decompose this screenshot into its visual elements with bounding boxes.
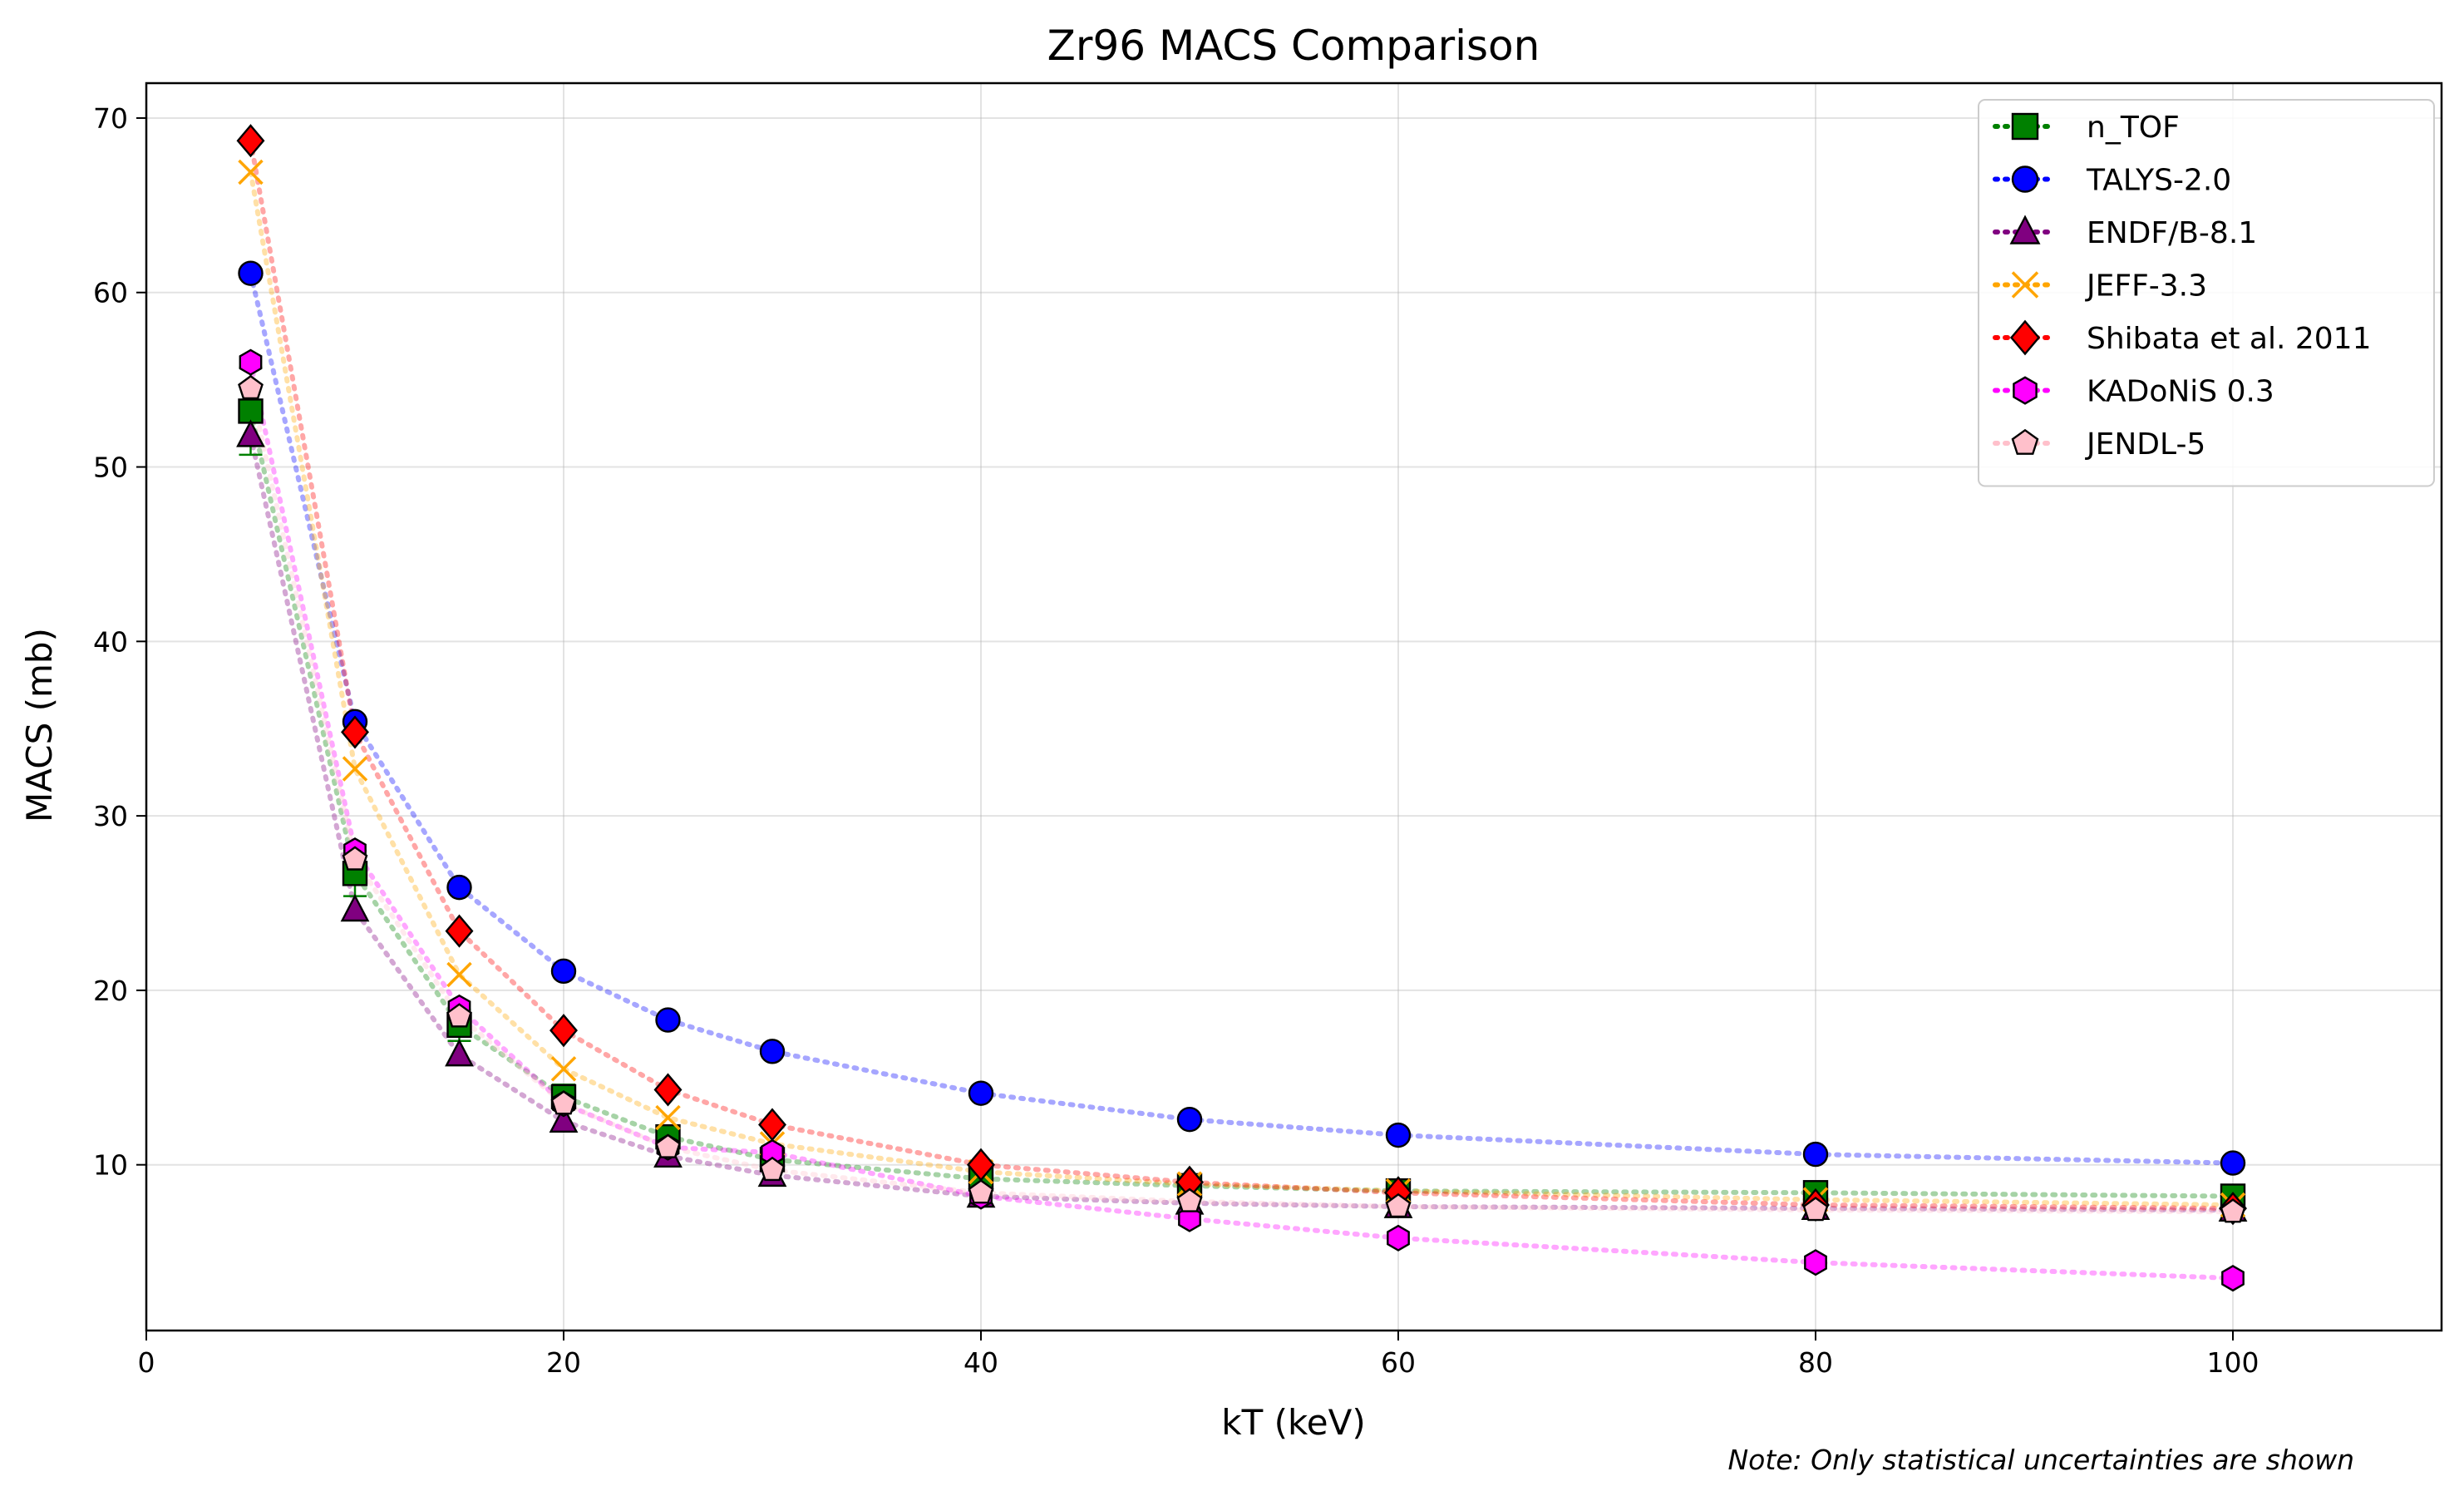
plot-frame xyxy=(145,81,2443,1332)
data-point xyxy=(1385,1192,1412,1218)
x-tick-label: 0 xyxy=(138,1346,155,1379)
data-point xyxy=(761,1138,784,1167)
data-point xyxy=(549,1104,579,1133)
data-point xyxy=(445,1039,474,1067)
note-text: Note: Only statistical uncertainties are… xyxy=(1727,1444,2354,1476)
data-point xyxy=(446,1003,472,1028)
chart-title: Zr96 MACS Comparison xyxy=(1047,22,1540,70)
data-point xyxy=(2221,1265,2245,1292)
legend-marker xyxy=(2009,319,2041,356)
x-tick-label: 80 xyxy=(1798,1346,1833,1379)
y-tick-label: 40 xyxy=(93,625,128,658)
data-point xyxy=(238,398,264,424)
y-axis-label: MACS (mb) xyxy=(19,628,60,822)
error-bars xyxy=(239,366,2245,1205)
legend-label: Shibata et al. 2011 xyxy=(2087,322,2371,356)
data-point xyxy=(236,419,265,447)
series-markers xyxy=(236,124,2248,1292)
data-point xyxy=(1176,1187,1203,1212)
data-point xyxy=(445,914,474,948)
x-tick-label: 100 xyxy=(2207,1346,2259,1379)
legend-label: TALYS-2.0 xyxy=(2086,164,2231,198)
y-tick-label: 10 xyxy=(93,1149,128,1182)
data-point xyxy=(341,715,369,749)
legend-label: n_TOF xyxy=(2087,111,2180,145)
data-point xyxy=(968,1179,994,1204)
data-point xyxy=(340,894,370,922)
data-point xyxy=(2220,1150,2246,1176)
data-point xyxy=(446,961,472,988)
x-tick-label: 40 xyxy=(963,1346,998,1379)
data-point xyxy=(239,348,263,376)
series-line xyxy=(248,170,2235,1207)
data-point xyxy=(236,124,265,158)
y-tick-label: 20 xyxy=(93,975,128,1007)
series-line xyxy=(248,359,2235,1281)
data-point xyxy=(759,1156,786,1182)
data-point xyxy=(653,1073,683,1107)
data-point xyxy=(549,1014,578,1048)
series-line xyxy=(248,432,2235,1213)
legend-label: KADoNiS 0.3 xyxy=(2087,375,2274,409)
data-point xyxy=(655,1007,681,1033)
x-tick-label: 20 xyxy=(546,1346,581,1379)
y-tick-label: 60 xyxy=(93,277,128,309)
legend-marker xyxy=(2011,112,2039,141)
data-point xyxy=(655,1104,681,1131)
legend-marker xyxy=(2011,428,2039,455)
data-point xyxy=(1176,1106,1203,1133)
data-point xyxy=(2220,1198,2246,1223)
data-point xyxy=(342,756,368,782)
data-point xyxy=(1385,1122,1412,1148)
data-point xyxy=(759,1039,786,1064)
data-point xyxy=(342,846,368,871)
data-point xyxy=(550,958,577,985)
data-point xyxy=(1387,1224,1410,1252)
y-tick-label: 30 xyxy=(93,800,128,832)
y-tick-label: 50 xyxy=(93,452,128,484)
legend: n_TOF TALYS-2.0 ENDF/B-8.1 JEFF-3.3 Shibata … xyxy=(1978,99,2435,487)
data-point xyxy=(238,374,264,400)
data-point xyxy=(1802,1141,1829,1168)
data-point xyxy=(446,874,472,901)
series-lines xyxy=(248,138,2235,1281)
series-line xyxy=(248,138,2235,1212)
legend-label: JEFF-3.3 xyxy=(2085,269,2207,304)
data-point xyxy=(550,1090,577,1115)
legend-label: ENDF/B-8.1 xyxy=(2087,216,2257,250)
series-line xyxy=(248,408,2235,1199)
legend-marker xyxy=(2011,271,2039,299)
data-point xyxy=(238,260,264,286)
series-line xyxy=(248,270,2235,1166)
legend-label: JENDL-5 xyxy=(2085,427,2205,462)
data-point xyxy=(655,1133,681,1158)
x-tick-label: 60 xyxy=(1381,1346,1416,1379)
data-point xyxy=(550,1056,577,1082)
legend-marker xyxy=(2009,215,2041,244)
data-point xyxy=(968,1080,994,1106)
axis-ticks: 0 20 40 60 80 100 10 20 30 40 50 60 70 xyxy=(93,102,2259,1379)
y-tick-label: 70 xyxy=(93,102,128,135)
data-point xyxy=(1804,1249,1827,1276)
legend-box xyxy=(1978,99,2435,487)
x-axis-label: kT (keV) xyxy=(1221,1402,1366,1443)
legend-marker xyxy=(2011,165,2039,193)
legend-marker xyxy=(2013,376,2038,405)
data-point xyxy=(238,159,264,185)
data-point xyxy=(1802,1197,1829,1222)
